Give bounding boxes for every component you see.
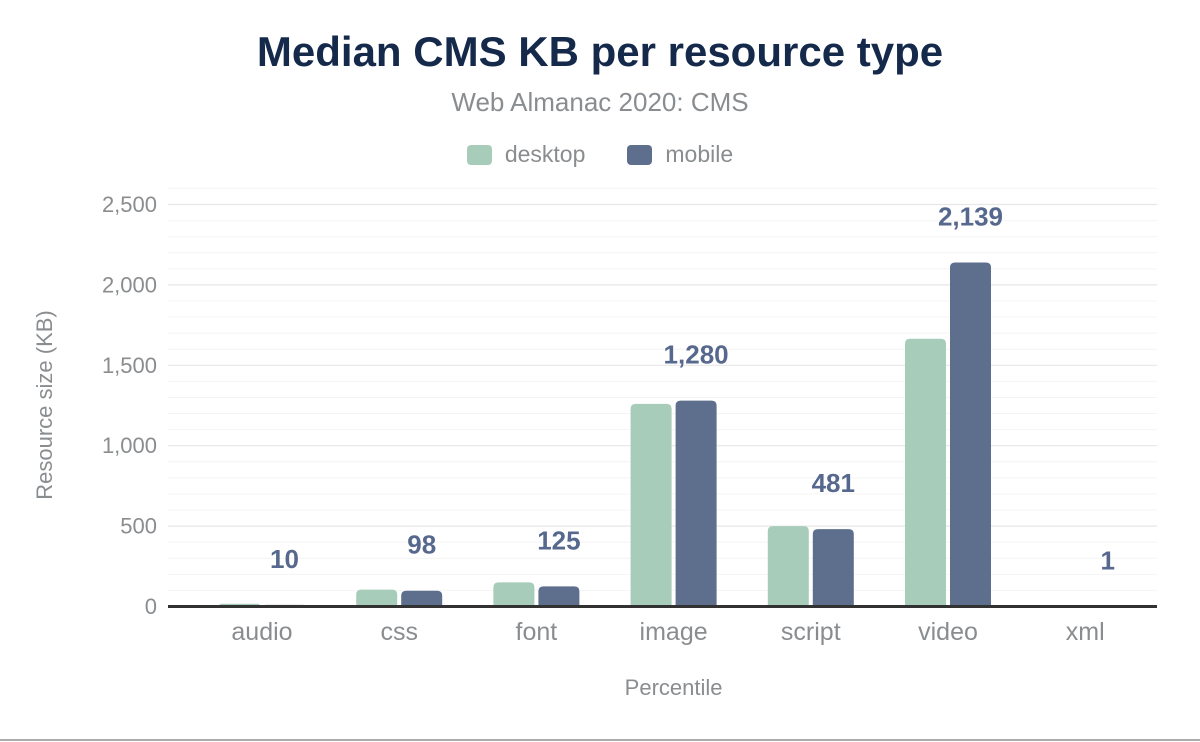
x-category-label-css: css <box>380 618 418 646</box>
bar-mobile-font[interactable] <box>538 586 580 607</box>
legend-item-mobile[interactable]: mobile <box>627 141 733 168</box>
x-axis-title: Percentile <box>625 675 723 700</box>
bar-mobile-image[interactable] <box>675 400 717 607</box>
x-category-label-audio: audio <box>231 618 292 646</box>
bar-desktop-font[interactable] <box>493 582 535 607</box>
data-label-mobile-video: 2,139 <box>938 202 1003 232</box>
data-label-mobile-font: 125 <box>537 525 580 555</box>
chart-subtitle: Web Almanac 2020: CMS <box>451 87 749 117</box>
y-tick-label-2,500: 2,500 <box>102 192 157 217</box>
x-category-label-video: video <box>918 618 978 646</box>
x-category-label-image: image <box>640 618 708 646</box>
bottom-divider <box>0 739 1200 741</box>
bar-desktop-video[interactable] <box>905 338 946 607</box>
bar-desktop-image[interactable] <box>630 403 672 607</box>
x-category-label-script: script <box>781 618 841 646</box>
y-tick-label-1,000: 1,000 <box>102 433 157 458</box>
y-tick-label-500: 500 <box>120 514 157 539</box>
desktop-swatch-icon <box>466 144 492 165</box>
data-label-mobile-audio: 10 <box>270 544 299 574</box>
x-category-label-font: font <box>516 618 558 646</box>
mobile-swatch-icon <box>627 144 653 165</box>
y-tick-label-0: 0 <box>145 594 157 619</box>
y-axis-title: Resource size (KB) <box>32 310 57 500</box>
bar-mobile-video[interactable] <box>950 262 991 607</box>
data-label-mobile-css: 98 <box>407 530 436 560</box>
data-label-mobile-image: 1,280 <box>664 340 729 370</box>
legend-label-mobile: mobile <box>665 141 734 167</box>
y-tick-label-1,500: 1,500 <box>102 353 157 378</box>
legend-label-desktop: desktop <box>504 141 586 167</box>
data-label-mobile-xml: 1 <box>1100 545 1114 575</box>
bar-mobile-script[interactable] <box>812 529 854 607</box>
y-tick-label-2,000: 2,000 <box>102 272 157 297</box>
legend-item-desktop[interactable]: desktop <box>466 141 586 168</box>
data-label-mobile-script: 481 <box>812 468 855 498</box>
bar-desktop-script[interactable] <box>767 526 809 607</box>
x-category-label-xml: xml <box>1066 618 1105 646</box>
legend: desktop mobile <box>0 141 1200 168</box>
bar-desktop-css[interactable] <box>356 589 398 607</box>
chart-title: Median CMS KB per resource type <box>256 28 944 75</box>
bar-mobile-css[interactable] <box>401 590 443 607</box>
